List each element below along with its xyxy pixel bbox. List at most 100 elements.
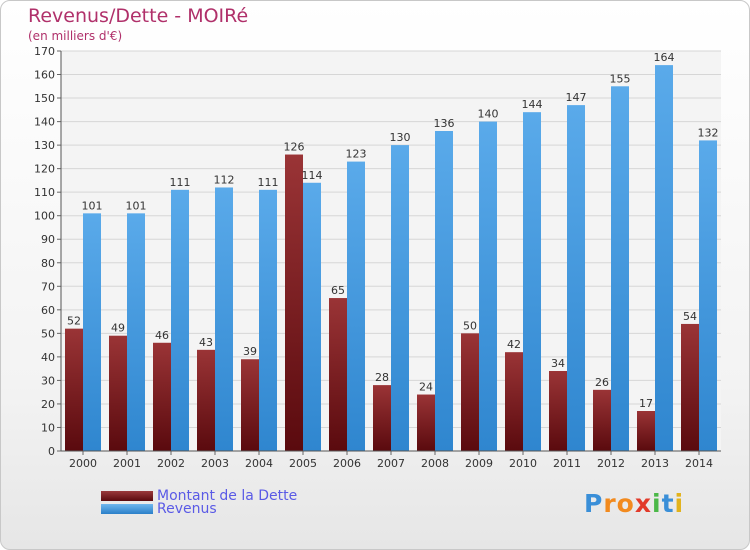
data-label: 28 [375,371,389,384]
bar-dette-2006 [329,298,347,451]
bar-dette-2011 [549,371,567,451]
data-label: 136 [434,117,455,130]
bar-revenus-2011 [567,105,585,451]
logo-letter: o [616,489,635,518]
bar-dette-2010 [505,352,523,451]
y-tick-label: 150 [34,92,55,105]
x-tick-label: 2011 [553,457,581,470]
y-tick-label: 170 [34,45,55,58]
y-tick-label: 100 [34,210,55,223]
data-label: 65 [331,284,345,297]
bar-revenus-2008 [435,131,453,451]
data-label: 155 [610,72,631,85]
x-tick-label: 2004 [245,457,273,470]
data-label: 50 [463,319,477,332]
y-tick-label: 0 [48,445,55,458]
data-label: 54 [683,310,697,323]
y-tick-label: 140 [34,116,55,129]
bar-revenus-2001 [127,213,145,451]
data-label: 26 [595,376,609,389]
y-tick-label: 90 [41,233,55,246]
bar-dette-2001 [109,335,127,451]
data-label: 140 [478,108,499,121]
y-tick-label: 120 [34,163,55,176]
data-label: 144 [522,98,543,111]
x-tick-label: 2009 [465,457,493,470]
data-label: 130 [390,131,411,144]
data-label: 17 [639,397,653,410]
bar-dette-2009 [461,333,479,451]
bar-revenus-2014 [699,140,717,452]
x-tick-label: 2010 [509,457,537,470]
bar-dette-2005 [285,154,303,451]
data-label: 46 [155,329,169,342]
data-label: 39 [243,345,257,358]
data-label: 126 [284,141,305,154]
y-tick-label: 60 [41,304,55,317]
bar-dette-2000 [65,328,83,451]
legend-swatch-dette [101,491,153,501]
data-label: 132 [698,126,719,139]
bar-revenus-2013 [655,65,673,451]
data-label: 114 [302,169,323,182]
legend-item-revenus: Revenus [101,501,217,517]
y-tick-label: 80 [41,257,55,270]
data-label: 52 [67,315,81,328]
bar-revenus-2002 [171,189,189,451]
bar-dette-2003 [197,349,215,451]
y-tick-label: 50 [41,327,55,340]
data-label: 24 [419,381,433,394]
y-tick-label: 20 [41,398,55,411]
x-tick-label: 2012 [597,457,625,470]
bar-dette-2014 [681,323,699,451]
chart-title: Revenus/Dette - MOIRé [28,5,249,27]
x-tick-label: 2002 [157,457,185,470]
y-tick-label: 40 [41,351,55,364]
chart-subtitle: (en milliers d'€) [28,29,123,43]
bar-dette-2004 [241,359,259,451]
proxiti-logo: Proxiti [584,489,684,518]
legend-label-dette: Montant de la Dette [157,488,298,504]
y-tick-label: 110 [34,186,55,199]
logo-letter: i [674,489,685,518]
bar-revenus-2007 [391,145,409,451]
x-tick-label: 2006 [333,457,361,470]
legend-label-revenus: Revenus [157,501,217,517]
data-label: 123 [346,148,367,161]
x-tick-label: 2014 [685,457,713,470]
bar-revenus-2004 [259,189,277,451]
legend-swatch-revenus [101,504,153,514]
y-tick-label: 70 [41,280,55,293]
x-tick-label: 2007 [377,457,405,470]
x-tick-label: 2013 [641,457,669,470]
logo-letter: P [584,489,604,518]
y-tick-label: 10 [41,421,55,434]
data-label: 101 [126,199,147,212]
x-tick-label: 2001 [113,457,141,470]
bar-revenus-2005 [303,182,321,451]
data-label: 42 [507,338,521,351]
logo-letter: i [652,489,662,518]
data-label: 49 [111,322,125,335]
legend-item-dette: Montant de la Dette [101,488,297,504]
y-tick-label: 130 [34,139,55,152]
bar-dette-2012 [593,389,611,451]
bar-dette-2008 [417,394,435,451]
bar-revenus-2012 [611,86,629,451]
bar-dette-2013 [637,411,655,451]
bar-revenus-2006 [347,161,365,451]
data-label: 34 [551,357,565,370]
logo-letter: r [603,489,617,518]
x-tick-label: 2008 [421,457,449,470]
y-tick-label: 30 [41,374,55,387]
data-label: 111 [258,176,279,189]
bar-dette-2002 [153,342,171,451]
bar-revenus-2003 [215,187,233,451]
bar-revenus-2000 [83,213,101,451]
bar-revenus-2010 [523,112,541,452]
x-tick-label: 2003 [201,457,229,470]
data-label: 101 [82,199,103,212]
data-label: 147 [566,91,587,104]
bar-revenus-2009 [479,121,497,452]
